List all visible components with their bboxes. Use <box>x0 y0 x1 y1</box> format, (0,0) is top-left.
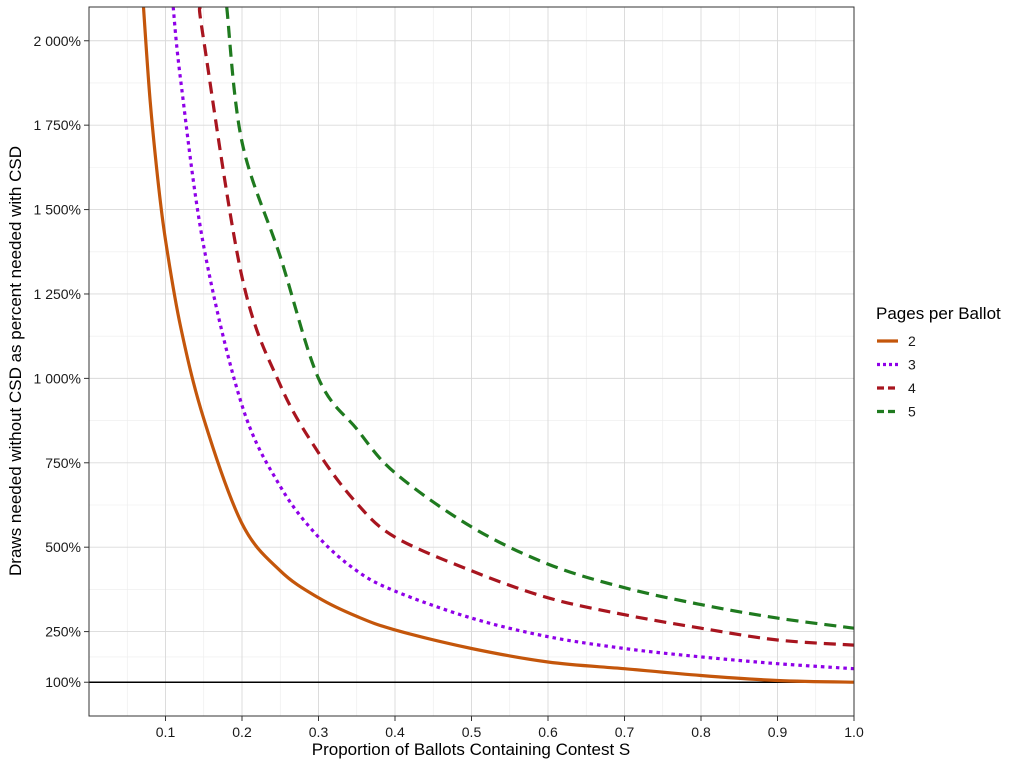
x-tick-label: 1.0 <box>844 724 864 740</box>
y-tick-label: 750% <box>45 455 81 471</box>
x-tick-label: 0.4 <box>385 724 405 740</box>
y-axis-title: Draws needed without CSD as percent need… <box>6 146 25 576</box>
y-tick-label: 250% <box>45 624 81 640</box>
series-lines <box>141 7 854 684</box>
y-tick-label: 500% <box>45 539 81 555</box>
legend-label-5: 5 <box>908 404 916 420</box>
x-tick-label: 0.6 <box>538 724 558 740</box>
y-tick-label: 1 250% <box>34 286 81 302</box>
y-tick-label: 100% <box>45 674 81 690</box>
y-tick-label: 1 500% <box>34 202 81 218</box>
x-tick-label: 0.3 <box>309 724 329 740</box>
legend: Pages per Ballot 2 3 4 5 <box>876 304 1001 420</box>
x-tick-label: 0.1 <box>156 724 176 740</box>
series-line-3 <box>171 7 854 671</box>
x-tick-label: 0.2 <box>232 724 252 740</box>
legend-title: Pages per Ballot <box>876 304 1001 323</box>
y-axis: 100% 250% 500% 750% 1 000% 1 250% 1 500% 1 750%… <box>34 33 89 690</box>
series-line-2 <box>141 7 854 684</box>
legend-label-3: 3 <box>908 357 916 373</box>
x-axis: 0.1 0.2 0.3 0.4 0.5 0.6 0.7 0.8 0.9 1.0 <box>156 716 864 740</box>
y-tick-label: 1 000% <box>34 370 81 386</box>
series-line-4 <box>197 7 854 647</box>
legend-label-4: 4 <box>908 380 916 396</box>
x-tick-label: 0.7 <box>615 724 635 740</box>
y-tick-label: 1 750% <box>34 117 81 133</box>
x-axis-title: Proportion of Ballots Containing Contest… <box>312 740 630 759</box>
y-tick-label: 2 000% <box>34 33 81 49</box>
series-line-5 <box>225 7 854 630</box>
legend-label-2: 2 <box>908 333 916 349</box>
x-tick-label: 0.9 <box>768 724 788 740</box>
x-tick-label: 0.8 <box>691 724 711 740</box>
x-tick-label: 0.5 <box>462 724 482 740</box>
